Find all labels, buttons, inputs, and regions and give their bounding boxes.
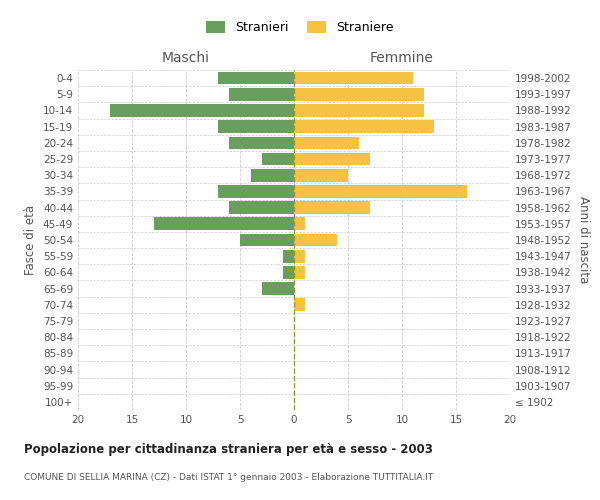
Y-axis label: Fasce di età: Fasce di età (25, 205, 37, 275)
Bar (110, 104, 294, 117)
Bar (294, 104, 424, 117)
Text: Popolazione per cittadinanza straniera per età e sesso - 2003: Popolazione per cittadinanza straniera p… (24, 442, 433, 456)
Text: Maschi: Maschi (162, 51, 210, 65)
Bar (294, 250, 305, 262)
Y-axis label: Anni di nascita: Anni di nascita (577, 196, 590, 284)
Text: COMUNE DI SELLIA MARINA (CZ) - Dati ISTAT 1° gennaio 2003 - Elaborazione TUTTITA: COMUNE DI SELLIA MARINA (CZ) - Dati ISTA… (24, 472, 433, 482)
Bar (154, 218, 294, 230)
Bar (262, 282, 294, 295)
Bar (294, 169, 348, 181)
Bar (229, 202, 294, 214)
Bar (262, 152, 294, 166)
Bar (218, 185, 294, 198)
Bar (294, 88, 424, 101)
Bar (294, 136, 359, 149)
Bar (294, 152, 370, 166)
Bar (283, 266, 294, 278)
Text: Femmine: Femmine (370, 51, 434, 65)
Bar (294, 120, 434, 133)
Bar (229, 136, 294, 149)
Bar (294, 298, 305, 311)
Bar (218, 120, 294, 133)
Bar (294, 72, 413, 85)
Bar (294, 218, 305, 230)
Bar (218, 72, 294, 85)
Bar (294, 202, 370, 214)
Bar (229, 88, 294, 101)
Bar (294, 234, 337, 246)
Bar (251, 169, 294, 181)
Bar (283, 250, 294, 262)
Legend: Stranieri, Straniere: Stranieri, Straniere (202, 16, 398, 40)
Bar (294, 185, 467, 198)
Bar (240, 234, 294, 246)
Bar (294, 266, 305, 278)
